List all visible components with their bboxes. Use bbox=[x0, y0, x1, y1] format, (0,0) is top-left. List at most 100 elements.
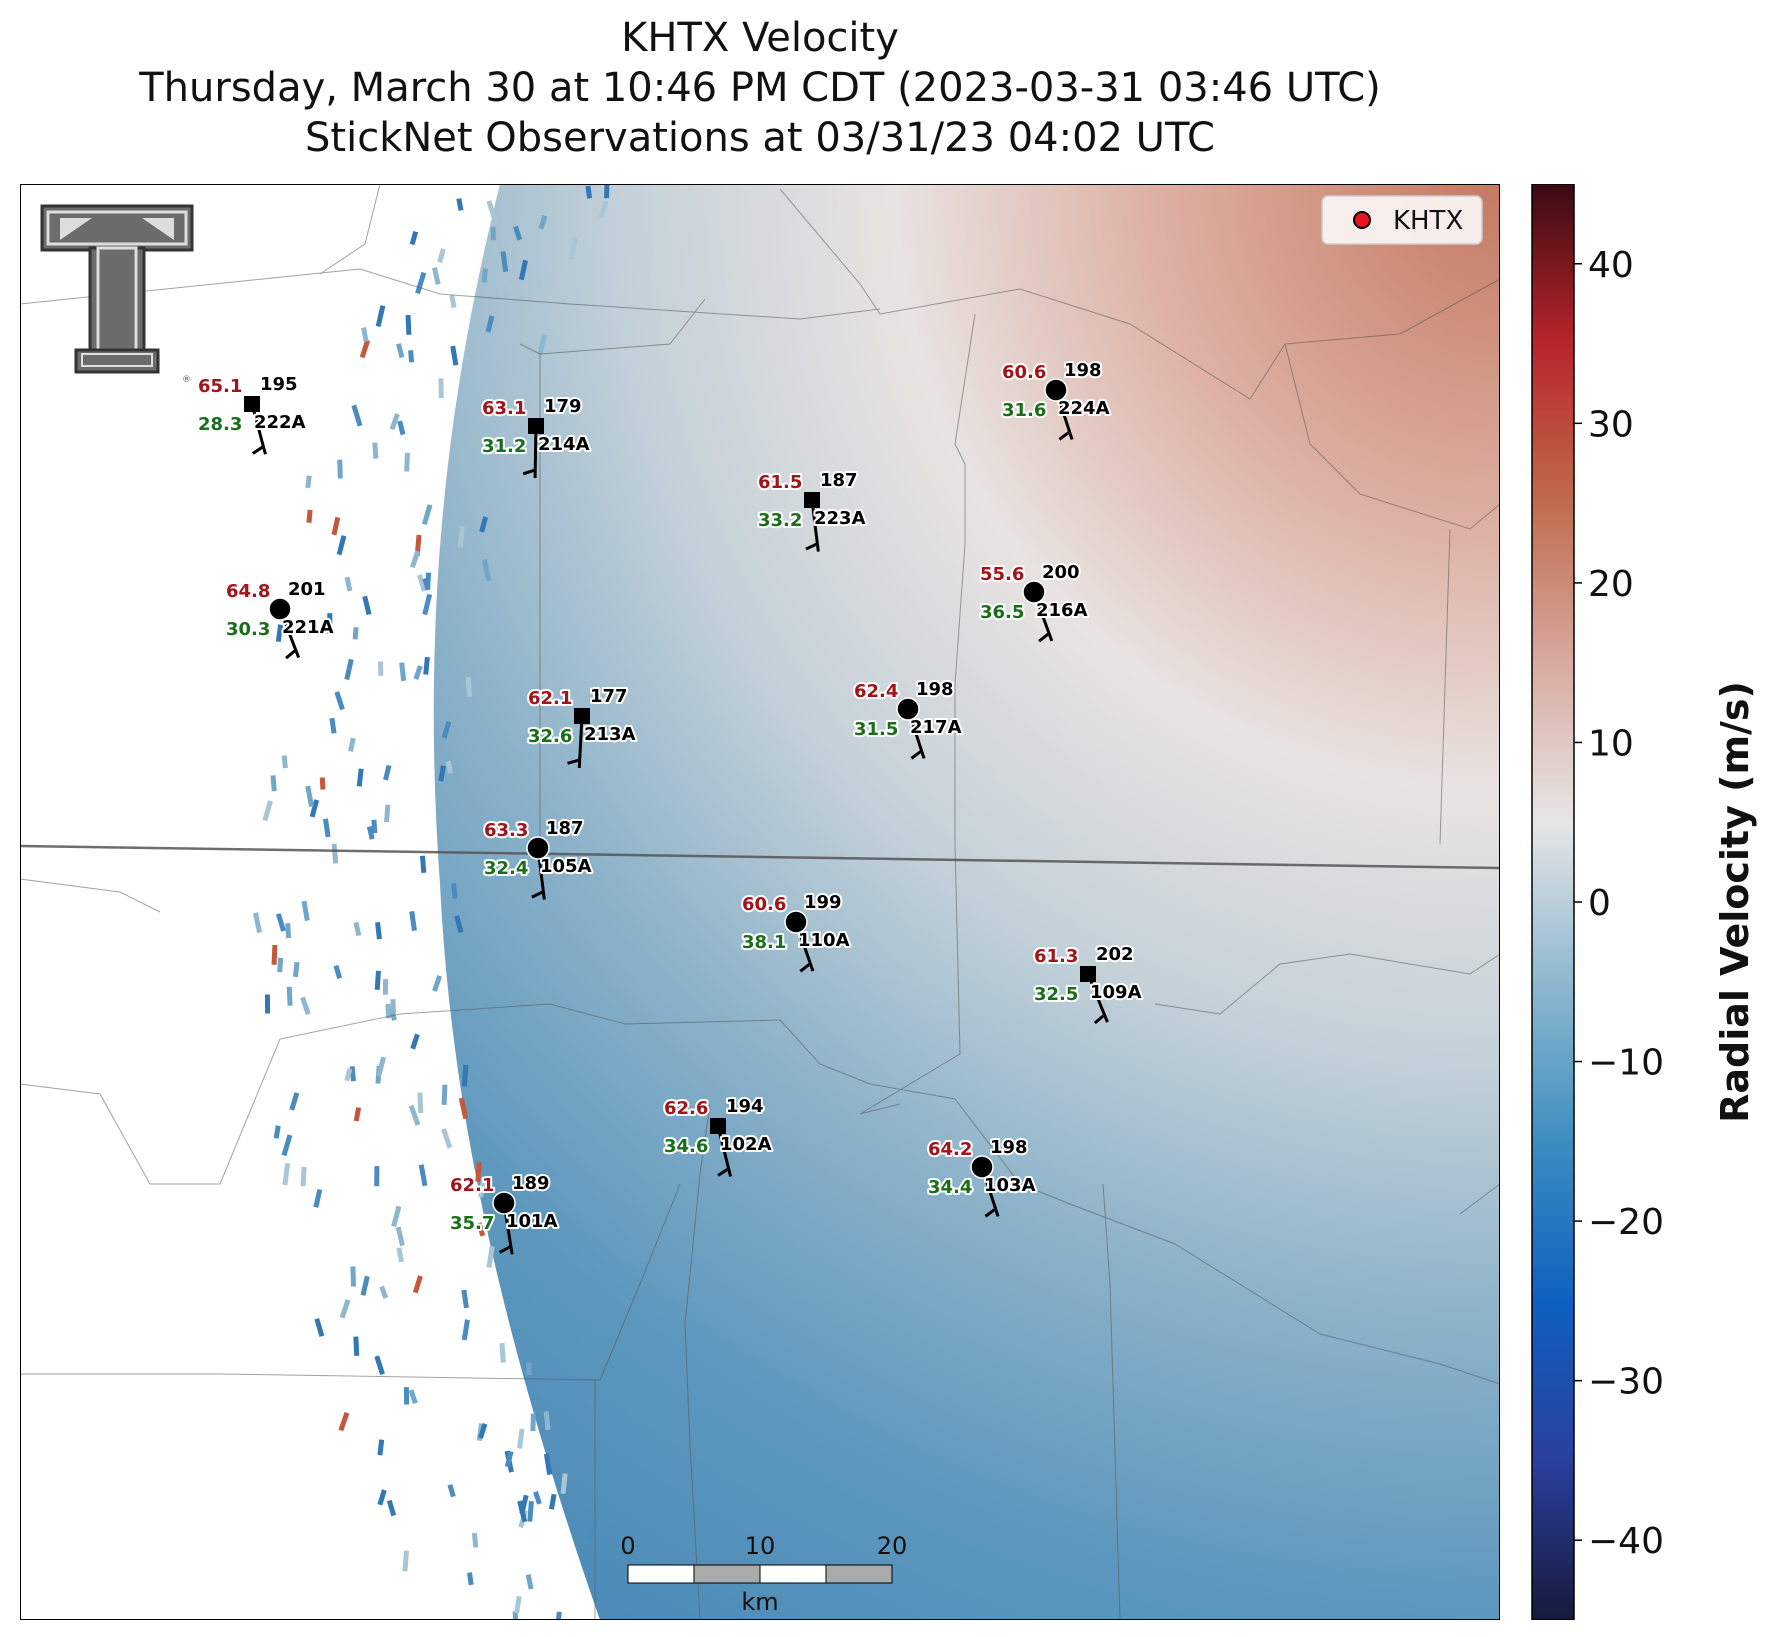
station-103A[interactable]: 64.2 198 34.4 103A bbox=[926, 1135, 1038, 1218]
county-borders bbox=[20, 184, 1500, 1620]
chart-subtitle-observations: StickNet Observations at 03/31/23 04:02 … bbox=[305, 115, 1215, 161]
station-id: 214A bbox=[538, 434, 590, 455]
wind-barb-staff bbox=[716, 1125, 733, 1177]
station-speed: 31.2 bbox=[482, 436, 526, 457]
colorbar-gradient bbox=[1531, 184, 1575, 1620]
station-speed: 36.5 bbox=[980, 602, 1024, 623]
station-221A[interactable]: 64.8 201 30.3 221A bbox=[224, 577, 336, 660]
station-circle-marker bbox=[784, 910, 808, 934]
station-direction: 187 bbox=[820, 470, 858, 491]
colorbar-tick-label: −30 bbox=[1588, 1362, 1664, 1403]
station-speed: 34.6 bbox=[664, 1136, 708, 1157]
station-square-marker bbox=[1080, 966, 1096, 982]
colorbar: 40 30 20 10 0 −10 −20 −30 −40 Radial Velocity (m… bbox=[1531, 184, 1757, 1620]
station-speed: 32.6 bbox=[528, 726, 572, 747]
station-circle-marker bbox=[1022, 580, 1046, 604]
wind-barb-flag bbox=[1058, 430, 1071, 441]
state-border bbox=[20, 844, 1500, 870]
station-direction: 201 bbox=[288, 579, 326, 600]
station-direction: 198 bbox=[990, 1137, 1028, 1158]
station-214A[interactable]: 63.1 179 31.2 214A bbox=[480, 394, 592, 479]
colorbar-tick-label: −20 bbox=[1588, 1202, 1664, 1243]
station-gust: 63.3 bbox=[484, 820, 528, 841]
scale-unit: km bbox=[741, 1588, 778, 1616]
colorbar-tick-label: 10 bbox=[1588, 723, 1634, 764]
wind-barb-flag bbox=[717, 1167, 730, 1177]
station-216A[interactable]: 55.6 200 36.5 216A bbox=[978, 560, 1090, 643]
scale-label-0: 0 bbox=[620, 1532, 635, 1560]
station-223A[interactable]: 61.5 187 33.2 223A bbox=[756, 468, 868, 552]
colorbar-label: Radial Velocity (m/s) bbox=[1713, 681, 1757, 1123]
station-213A[interactable]: 62.1 177 32.6 213A bbox=[526, 684, 638, 769]
station-direction: 200 bbox=[1042, 562, 1080, 583]
station-square-marker bbox=[574, 708, 590, 724]
svg-text:®: ® bbox=[182, 375, 191, 385]
station-speed: 31.6 bbox=[1002, 400, 1046, 421]
station-id: 222A bbox=[254, 412, 306, 433]
station-speed: 38.1 bbox=[742, 932, 786, 953]
station-square-marker bbox=[710, 1118, 726, 1134]
station-direction: 202 bbox=[1096, 944, 1134, 965]
wind-barb-staff bbox=[1086, 973, 1109, 1023]
colorbar-tick-label: −10 bbox=[1588, 1043, 1664, 1084]
radar-coverage bbox=[433, 184, 1500, 1620]
station-square-marker bbox=[528, 418, 544, 434]
station-circle-marker bbox=[492, 1191, 516, 1215]
wind-barb-staff bbox=[577, 715, 584, 769]
station-224A[interactable]: 60.6 198 31.6 224A bbox=[1000, 358, 1112, 441]
colorbar-ticks: 40 30 20 10 0 −10 −20 −30 −40 bbox=[1574, 245, 1664, 1562]
station-id: 216A bbox=[1036, 600, 1088, 621]
wind-barb-staff bbox=[810, 499, 820, 552]
station-gust: 62.1 bbox=[528, 688, 572, 709]
station-217A[interactable]: 62.4 198 31.5 217A bbox=[852, 677, 964, 760]
wind-barb-flag bbox=[522, 468, 536, 476]
station-id: 102A bbox=[720, 1134, 772, 1155]
station-circle-marker bbox=[268, 597, 292, 621]
wind-barb-flag bbox=[910, 749, 923, 760]
colorbar-tick-label: 20 bbox=[1588, 564, 1634, 605]
station-gust: 64.2 bbox=[928, 1139, 972, 1160]
station-direction: 179 bbox=[544, 396, 582, 417]
station-direction: 189 bbox=[512, 1173, 550, 1194]
wind-barb-staff bbox=[250, 403, 267, 455]
stations-layer: 65.1 195 28.3 222A 63.1 179 31.2 214A 60.6 198 31.… bbox=[196, 358, 1144, 1255]
station-id: 221A bbox=[282, 617, 334, 638]
station-square-marker bbox=[244, 396, 260, 412]
station-110A[interactable]: 60.6 199 38.1 110A bbox=[740, 890, 852, 973]
station-speed: 33.2 bbox=[758, 510, 802, 531]
chart-subtitle-time: Thursday, March 30 at 10:46 PM CDT (2023… bbox=[139, 65, 1381, 111]
station-109A[interactable]: 61.3 202 32.5 109A bbox=[1032, 942, 1144, 1025]
wind-barb-staff bbox=[533, 425, 538, 479]
station-id: 103A bbox=[984, 1175, 1036, 1196]
station-id: 224A bbox=[1058, 398, 1110, 419]
wind-barb-flag bbox=[498, 1245, 512, 1254]
station-direction: 177 bbox=[590, 686, 628, 707]
station-101A[interactable]: 62.1 189 35.7 101A bbox=[448, 1171, 560, 1255]
wind-barb-flag bbox=[1038, 632, 1050, 643]
wind-barb-flag bbox=[252, 445, 265, 455]
station-circle-marker bbox=[896, 697, 920, 721]
station-102A[interactable]: 62.6 194 34.6 102A bbox=[662, 1094, 774, 1177]
wind-barb-flag bbox=[805, 542, 819, 551]
station-id: 101A bbox=[506, 1211, 558, 1232]
station-222A[interactable]: 65.1 195 28.3 222A bbox=[196, 372, 308, 455]
scale-bar: 0 10 20 km bbox=[620, 1532, 907, 1616]
texas-tech-double-t-logo: ® bbox=[40, 204, 194, 385]
station-id: 109A bbox=[1090, 982, 1142, 1003]
wind-barb-flag bbox=[799, 962, 812, 973]
colorbar-tick-label: 30 bbox=[1588, 404, 1634, 445]
station-circle-marker bbox=[526, 836, 550, 860]
station-gust: 61.3 bbox=[1034, 946, 1078, 967]
station-direction: 198 bbox=[916, 679, 954, 700]
station-gust: 60.6 bbox=[742, 894, 786, 915]
colorbar-tick-label: 0 bbox=[1588, 883, 1611, 924]
station-circle-marker bbox=[1044, 378, 1068, 402]
wind-barb-flag bbox=[531, 890, 545, 899]
station-speed: 31.5 bbox=[854, 719, 898, 740]
wind-barb-flag bbox=[567, 758, 581, 765]
scale-label-20: 20 bbox=[877, 1532, 908, 1560]
wind-barb-flag bbox=[1093, 1013, 1106, 1025]
station-105A[interactable]: 63.3 187 32.4 105A bbox=[482, 816, 594, 900]
station-gust: 62.4 bbox=[854, 681, 898, 702]
legend-label: KHTX bbox=[1393, 206, 1463, 236]
